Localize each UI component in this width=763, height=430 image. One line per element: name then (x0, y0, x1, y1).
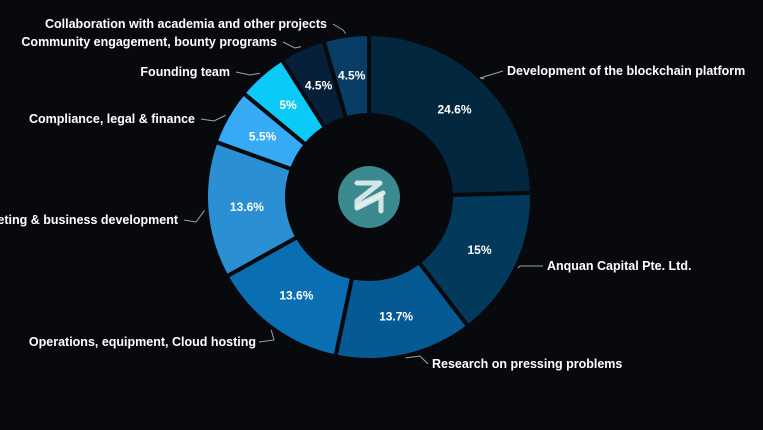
slice-category-label: eting & business development (0, 213, 179, 227)
slice-percentage-label: 4.5% (305, 78, 333, 92)
leader-line (517, 265, 543, 269)
slice-category-label: Development of the blockchain platform (507, 64, 745, 78)
slice-category-label: Anquan Capital Pte. Ltd. (547, 259, 691, 273)
slice-category-label: Collaboration with academia and other pr… (45, 17, 327, 31)
donut-slice[interactable] (321, 31, 371, 121)
slice-category-label: Research on pressing problems (432, 357, 622, 371)
slice-category-label: Community engagement, bounty programs (21, 35, 277, 49)
slice-percentage-label: 5.5% (249, 129, 277, 143)
slice-percentage-label: 4.5% (338, 69, 366, 83)
slice-percentage-label: 13.6% (279, 289, 313, 303)
leader-line (183, 210, 205, 223)
slice-percentage-label: 13.7% (379, 309, 413, 323)
zilliqa-logo-icon (338, 166, 400, 228)
leader-line (405, 355, 429, 365)
donut-slices (204, 31, 535, 362)
slice-percentage-label: 24.6% (438, 102, 472, 116)
leader-line (200, 114, 226, 122)
slice-percentage-label: 5% (279, 98, 297, 112)
leader-line (332, 23, 347, 34)
leader-line (235, 71, 260, 76)
leader-line (282, 41, 302, 49)
leader-line (479, 70, 504, 80)
slice-percentage-label: 15% (467, 243, 491, 257)
slice-category-label: Operations, equipment, Cloud hosting (29, 335, 256, 349)
leader-lines (183, 23, 543, 365)
slice-category-label: Compliance, legal & finance (29, 112, 195, 126)
percentage-labels: 24.6% 15% 13.7% 13.6% 13.6% 5.5% 5% 4.5% 4.5% (230, 69, 492, 324)
donut-slice[interactable] (367, 31, 535, 197)
leader-line (258, 329, 275, 343)
slice-category-label: Founding team (140, 65, 230, 79)
category-labels: Development of the blockchain platform An… (0, 17, 745, 371)
slice-percentage-label: 13.6% (230, 200, 264, 214)
